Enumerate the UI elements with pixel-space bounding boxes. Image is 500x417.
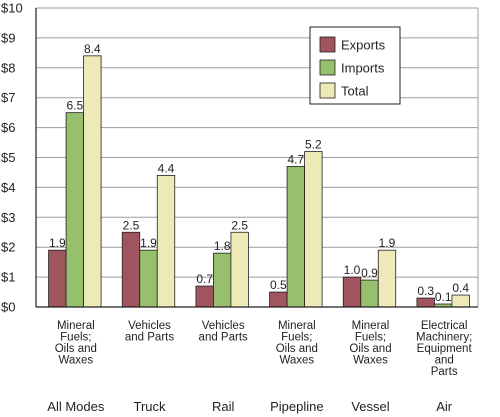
data-label: 0.3 — [417, 284, 434, 298]
y-tick-label: $0 — [1, 300, 15, 315]
category-mode-label: Truck — [133, 399, 166, 414]
data-label: 1.9 — [140, 236, 157, 250]
bar — [156, 175, 176, 308]
bar — [304, 151, 323, 308]
category-mode-label: All Modes — [47, 399, 105, 414]
category-mode-label: Rail — [212, 399, 235, 414]
bar — [121, 231, 141, 308]
data-label: 6.5 — [66, 99, 83, 113]
data-label: 0.5 — [270, 278, 287, 292]
data-label: 0.9 — [361, 266, 378, 280]
data-label: 5.2 — [305, 138, 322, 152]
legend: Exports Imports Total — [309, 26, 401, 105]
legend-swatch — [319, 82, 336, 99]
category-commodity-label: Vehicles — [128, 320, 171, 332]
bar — [48, 249, 67, 308]
category-commodity-label: Fuels; — [60, 332, 91, 344]
bar — [213, 252, 232, 308]
category-mode-label: Pipepline — [270, 399, 324, 414]
bar — [451, 294, 470, 308]
data-label: 2.5 — [123, 218, 140, 232]
category-commodity-label: Vehicles — [202, 320, 245, 332]
bar — [360, 279, 379, 308]
y-tick-label: $5 — [1, 150, 15, 165]
bar — [139, 249, 158, 308]
legend-label: Total — [341, 84, 369, 99]
bar — [83, 55, 102, 308]
category-mode-label: Air — [436, 399, 453, 414]
y-tick-label: $2 — [1, 240, 15, 255]
legend-swatch — [319, 59, 336, 76]
data-label: 8.4 — [84, 42, 101, 56]
y-tick-label: $3 — [1, 210, 15, 225]
y-tick-label: $10 — [1, 1, 23, 16]
category-commodity-label: Fuels; — [281, 332, 312, 344]
data-label: 0.4 — [452, 281, 469, 295]
category-commodity-label: Electrical — [421, 320, 468, 332]
data-label: 1.0 — [344, 263, 361, 277]
axes — [35, 8, 479, 308]
data-label: 4.7 — [287, 152, 304, 166]
category-commodity-label: Mineral — [352, 320, 390, 332]
category-commodity-label: Waxes — [353, 355, 388, 367]
data-label: 4.4 — [158, 161, 175, 175]
data-label: 1.9 — [49, 236, 66, 250]
legend-swatch — [319, 36, 336, 53]
bar — [342, 276, 362, 308]
category-commodity-label: Waxes — [279, 355, 314, 367]
category-commodity-label: Oils and — [276, 343, 318, 355]
y-tick-label: $9 — [1, 30, 15, 45]
data-label: 0.1 — [435, 290, 452, 304]
legend-label: Exports — [341, 38, 386, 53]
category-commodity-label: Waxes — [58, 355, 93, 367]
data-label: 0.7 — [196, 272, 213, 286]
legend-label: Imports — [341, 61, 385, 76]
bar — [230, 231, 249, 308]
bars — [48, 55, 470, 308]
category-commodity-label: and Parts — [199, 332, 248, 344]
data-label: 2.5 — [231, 218, 248, 232]
category-commodity-label: Oils and — [349, 343, 391, 355]
bar — [377, 249, 397, 308]
category-commodity-label: Mineral — [57, 320, 95, 332]
category-commodity-label: and Parts — [125, 332, 174, 344]
bar — [195, 285, 214, 308]
y-axis-tick-labels: $0 $1 $2 $3 $4 $5 $6 $7 $8 $9 $10 — [1, 1, 23, 315]
data-label: 1.8 — [214, 239, 231, 253]
y-tick-label: $1 — [1, 270, 15, 285]
bar — [65, 112, 84, 308]
y-tick-label: $8 — [1, 60, 15, 75]
y-tick-label: $7 — [1, 90, 15, 105]
bar — [416, 297, 435, 308]
category-commodity-label: Machinery; — [416, 332, 472, 344]
y-tick-label: $6 — [1, 120, 15, 135]
bar — [269, 291, 288, 308]
category-commodity-label: Parts — [431, 366, 458, 378]
category-commodity-label: Equipment — [417, 343, 473, 355]
category-commodity-label: Oils and — [55, 343, 97, 355]
category-commodity-label: Mineral — [278, 320, 316, 332]
y-tick-label: $4 — [1, 180, 15, 195]
gridlines — [36, 7, 478, 278]
category-commodity-label: and — [435, 355, 454, 367]
bar — [286, 166, 305, 308]
category-mode-label: Vessel — [351, 399, 389, 414]
data-label: 1.9 — [379, 236, 396, 250]
data-labels: 1.96.58.42.51.94.40.71.82.50.54.75.21.0 0… — [49, 42, 469, 304]
category-commodity-label: Fuels; — [355, 332, 386, 344]
